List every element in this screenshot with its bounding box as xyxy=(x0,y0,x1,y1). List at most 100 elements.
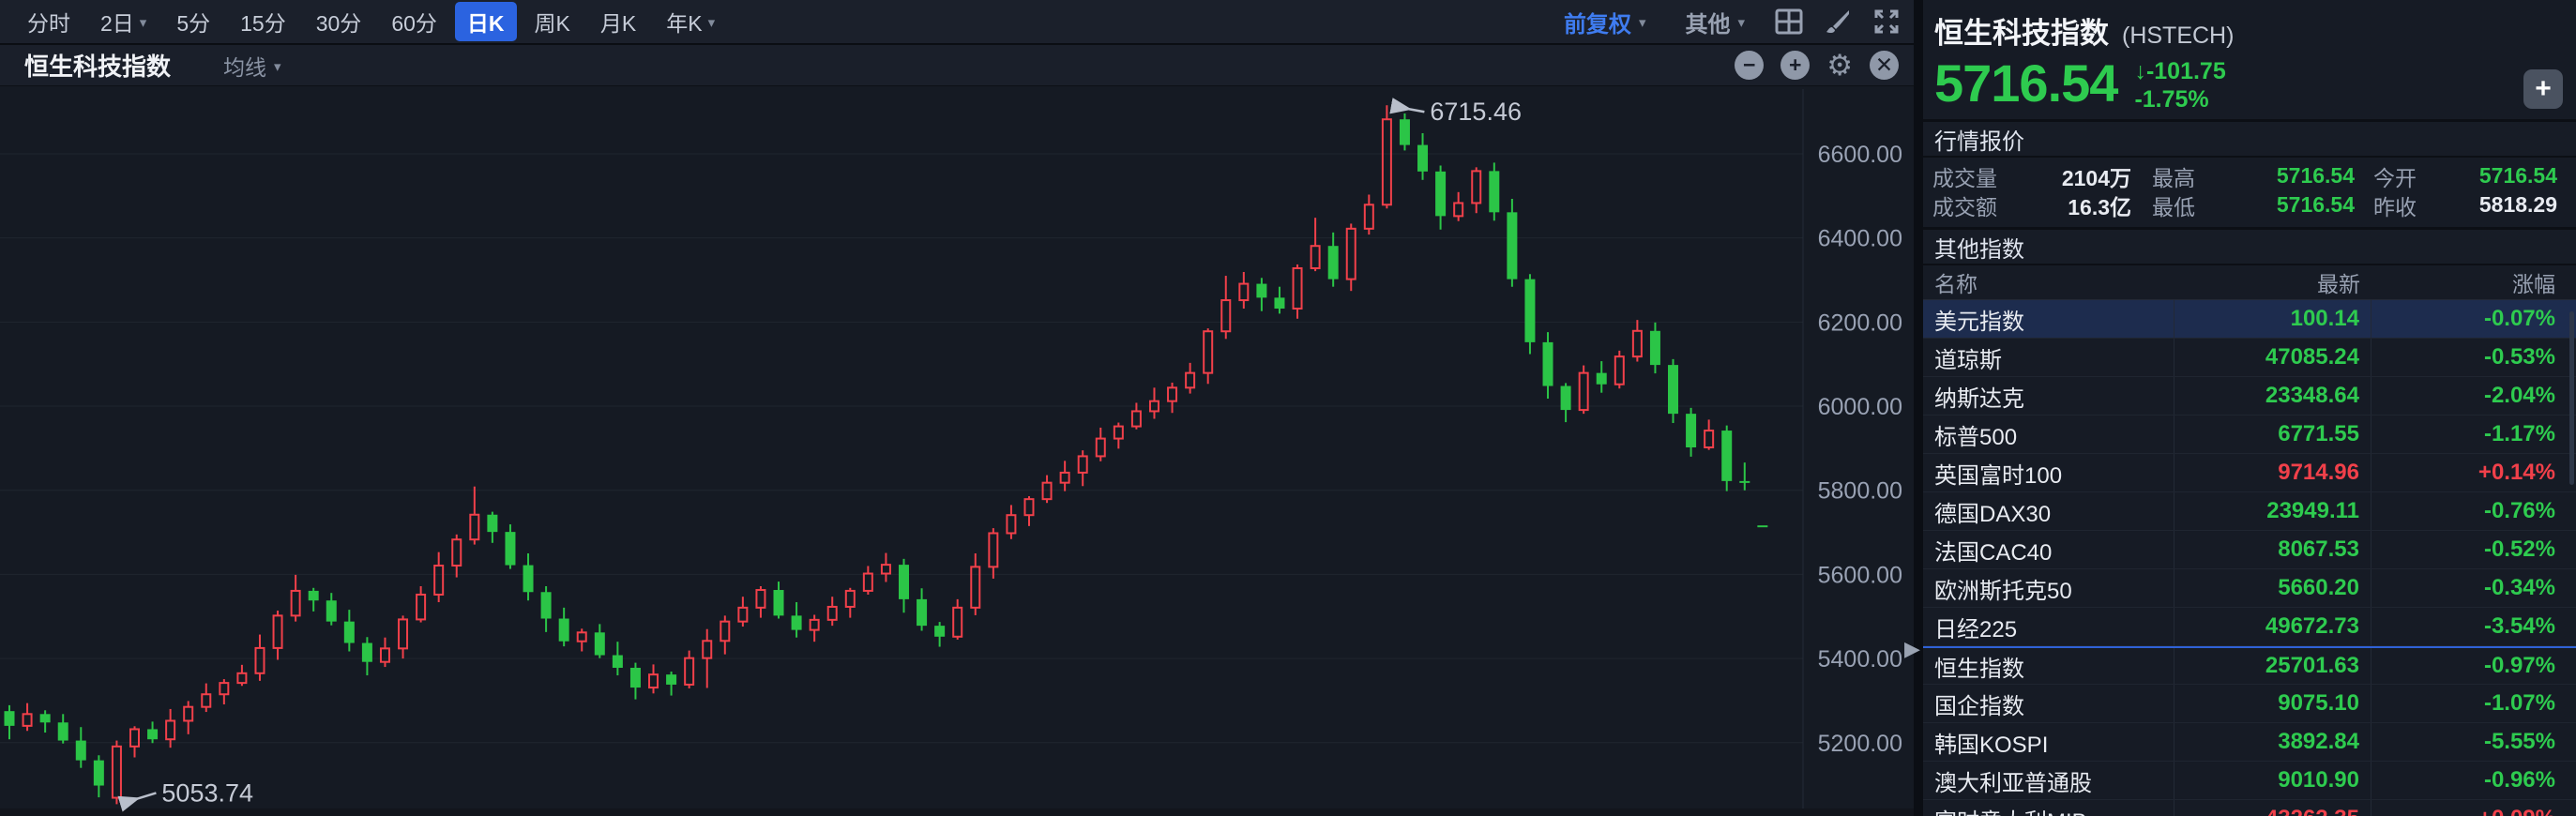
timeframe-tab-2日[interactable]: 2日 ▾ xyxy=(100,11,147,36)
expand-icon[interactable] xyxy=(1872,8,1901,36)
brush-icon[interactable] xyxy=(1824,8,1852,36)
index-last-value: 9010.90 xyxy=(2174,762,2371,799)
timeframe-tab-60分[interactable]: 60分 xyxy=(391,11,437,36)
timeframe-tab-15分[interactable]: 15分 xyxy=(240,11,286,36)
index-change-pct: -1.07% xyxy=(2483,690,2555,716)
index-row-纳斯达克[interactable]: 纳斯达克 23348.64 -2.04% xyxy=(1923,377,2576,416)
candle xyxy=(1524,274,1536,355)
candle xyxy=(4,704,15,740)
candle xyxy=(398,615,409,659)
quote-label: 昨收 xyxy=(2373,194,2417,219)
index-row-富时意大利MIB[interactable]: 富时意大利MIB43262.35+0.09% xyxy=(1923,800,2576,816)
menu-其他[interactable]: 其他 ▾ xyxy=(1685,11,1745,38)
candle xyxy=(1721,425,1733,491)
timeframe-tab-周K[interactable]: 周K xyxy=(534,11,570,36)
candle xyxy=(1256,278,1267,311)
index-row-韩国KOSPI[interactable]: 韩国KOSPI 3892.84 -5.55% xyxy=(1923,723,2576,762)
index-row-英国富时100[interactable]: 英国富时100 9714.96 +0.14% xyxy=(1923,454,2576,492)
candle xyxy=(1668,358,1679,423)
index-row-标普500[interactable]: 标普500 6771.55 -1.17% xyxy=(1923,416,2576,454)
candle xyxy=(1274,286,1285,314)
chart-toolbar: 分时 2日 ▾ 5分 15分 30分 60分 日K 周K 月K 年K ▾ 前复权 ▾ 其他 ▾ xyxy=(0,0,1914,44)
index-row-国企指数[interactable]: 国企指数 9075.10 -1.07% xyxy=(1923,685,2576,723)
y-axis-tick-label: 6400.00 xyxy=(1818,226,1902,252)
candle xyxy=(737,597,749,627)
candle xyxy=(702,628,713,688)
quote-label: 成交额 xyxy=(1932,194,1997,219)
index-name: 标普500 xyxy=(1923,416,2174,453)
candle xyxy=(1006,505,1017,539)
panel-collapse-handle[interactable]: ▶ xyxy=(1904,637,1920,660)
index-last-value: 8067.53 xyxy=(2174,531,2371,568)
timeframe-tab-月K[interactable]: 月K xyxy=(599,11,637,36)
candlestick-plot[interactable]: 6600.00 6400.00 6200.00 6000.00 5800.00 5600.… xyxy=(0,0,1914,816)
index-row-日经225[interactable]: 日经225 49672.73 -3.54% xyxy=(1923,608,2576,646)
quote-label: 成交量 xyxy=(1932,165,1997,190)
candle xyxy=(22,703,33,732)
index-name: 英国富时100 xyxy=(1923,454,2174,491)
candle xyxy=(1077,450,1088,487)
panel-scrollbar[interactable] xyxy=(2569,311,2574,485)
timeframe-tab-分时[interactable]: 分时 xyxy=(27,11,70,36)
index-name: 国企指数 xyxy=(1923,685,2174,722)
candle xyxy=(343,610,355,652)
index-row-澳大利亚普通股[interactable]: 澳大利亚普通股 9010.90 -0.96% xyxy=(1923,762,2576,800)
index-row-美元指数[interactable]: 美元指数 100.14 -0.07% xyxy=(1923,300,2576,339)
add-to-watchlist-button[interactable]: + xyxy=(2523,69,2563,109)
candle xyxy=(1614,350,1625,389)
quote-label: 今开 xyxy=(2373,165,2417,190)
timeframe-tab-年K[interactable]: 年K ▾ xyxy=(666,11,716,36)
layout-grid-icon[interactable] xyxy=(1775,8,1803,36)
candle xyxy=(469,486,480,545)
zoom-in-icon[interactable]: + xyxy=(1780,51,1811,80)
candle xyxy=(165,708,176,748)
candle xyxy=(1417,133,1429,180)
y-axis-tick-label: 6200.00 xyxy=(1818,310,1902,336)
candlestick-chart-area[interactable] xyxy=(0,45,1914,808)
candle xyxy=(899,558,909,613)
zoom-out-icon[interactable]: − xyxy=(1735,51,1765,80)
index-last-value: 9714.96 xyxy=(2174,454,2371,491)
candle xyxy=(1704,419,1715,450)
y-axis-tick-label: 5200.00 xyxy=(1818,731,1902,757)
candle xyxy=(844,587,856,618)
close-icon[interactable]: ✕ xyxy=(1870,51,1899,80)
index-row-法国CAC40[interactable]: 法国CAC40 8067.53 -0.52% xyxy=(1923,531,2576,569)
timeframe-tab-30分[interactable]: 30分 xyxy=(315,11,362,36)
index-last-value: 6771.55 xyxy=(2174,416,2371,453)
index-change-pct: -0.34% xyxy=(2483,575,2555,600)
quote-value: 2104万 xyxy=(2061,165,2131,190)
instrument-symbol: (HSTECH) xyxy=(2122,23,2235,49)
index-change-pct: -0.53% xyxy=(2483,344,2555,370)
candle xyxy=(629,662,641,700)
index-name: 日经225 xyxy=(1923,608,2174,645)
candle xyxy=(809,614,820,642)
candle xyxy=(917,588,928,631)
index-row-德国DAX30[interactable]: 德国DAX30 23949.11 -0.76% xyxy=(1923,492,2576,531)
col-header-change: 涨幅 xyxy=(2512,272,2555,296)
candle xyxy=(505,524,516,569)
index-row-欧洲斯托克50[interactable]: 欧洲斯托克50 5660.20 -0.34% xyxy=(1923,569,2576,608)
timeframe-tab-日K[interactable]: 日K xyxy=(454,2,517,41)
index-name: 德国DAX30 xyxy=(1923,492,2174,530)
index-row-恒生指数[interactable]: 恒生指数 25701.63 -0.97% xyxy=(1923,646,2576,685)
menu-前复权[interactable]: 前复权 ▾ xyxy=(1563,11,1646,38)
candle xyxy=(39,710,51,733)
quote-cell-最低: 最低 5716.54 xyxy=(2131,189,2355,221)
settings-gear-icon[interactable]: ⚙ xyxy=(1826,49,1853,82)
chart-pane-title: 恒生科技指数 xyxy=(24,53,172,81)
timeframe-tab-5分[interactable]: 5分 xyxy=(176,11,211,36)
index-row-道琼斯[interactable]: 道琼斯 47085.24 -0.53% xyxy=(1923,339,2576,377)
indices-table: 美元指数 100.14 -0.07% 道琼斯 47085.24 -0.53% 纳斯达克 233… xyxy=(1923,300,2576,816)
candle xyxy=(93,755,104,798)
index-last-value: 9075.10 xyxy=(2174,685,2371,722)
candle xyxy=(862,566,873,595)
quote-grid: 成交量 2104万 最高 5716.54 今开 5716.54 成交额 16.3亿 最低 5716… xyxy=(1923,158,2576,230)
ma-selector[interactable]: 均线 ▾ xyxy=(223,54,281,80)
candle xyxy=(970,553,981,615)
index-change-pct: -3.54% xyxy=(2483,613,2555,639)
candle xyxy=(755,585,766,618)
index-last-value: 43262.35 xyxy=(2174,800,2371,816)
last-price: 5716.54 xyxy=(1934,53,2118,113)
candle xyxy=(236,664,248,687)
